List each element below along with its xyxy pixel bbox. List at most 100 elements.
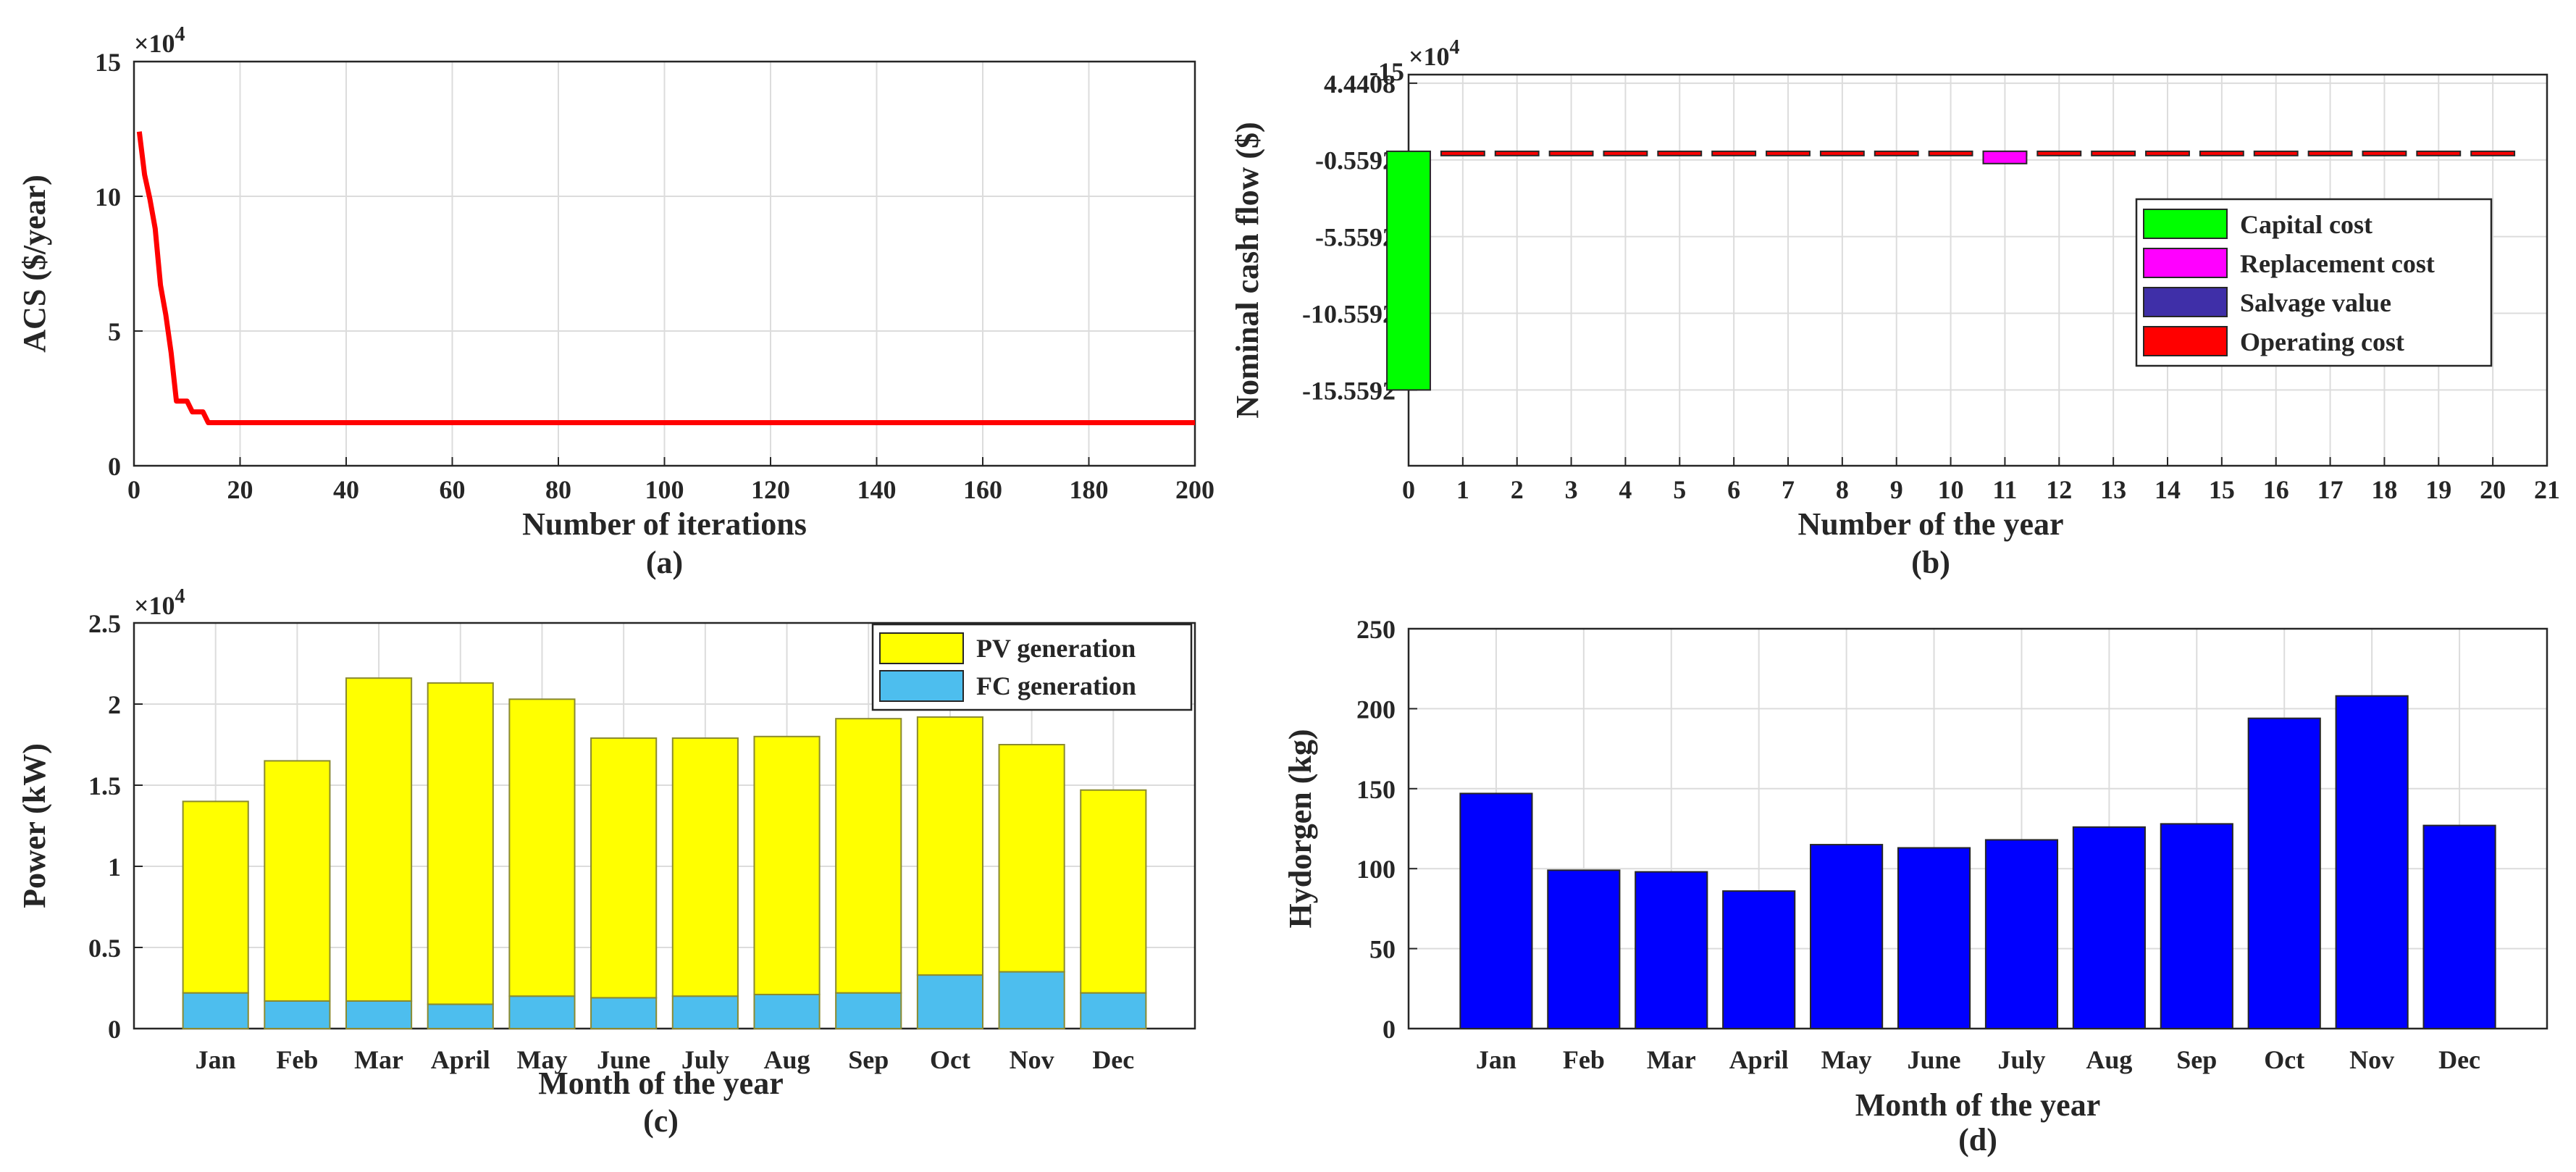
- x-tick-label: April: [1729, 1045, 1789, 1074]
- hydrogen-bar: [1984, 839, 2059, 1030]
- hydrogen-bar: [1547, 869, 1621, 1029]
- y-tick-label: 50: [1369, 935, 1396, 964]
- pv-generation-bar: [916, 716, 984, 976]
- x-tick-label: 2: [1511, 475, 1524, 504]
- y-tick-label: -0.5592: [1315, 146, 1396, 175]
- caption-c: (c): [643, 1103, 679, 1139]
- legend-label: PV generation: [976, 634, 1136, 663]
- x-tick-label: 17: [2317, 475, 2344, 504]
- x-tick-label: 15: [2209, 475, 2235, 504]
- x-tick-label: 20: [2480, 475, 2506, 504]
- operating-cost-bar: [2470, 150, 2516, 156]
- pv-generation-bar: [264, 760, 331, 1002]
- y-tick-label: 10: [95, 183, 121, 212]
- pv-generation-bar: [753, 735, 821, 995]
- fc-generation-bar: [671, 995, 739, 1029]
- y-axis-label: Hydorgen (kg): [1283, 729, 1318, 929]
- x-tick-label: Feb: [276, 1045, 318, 1074]
- fc-generation-bar: [1080, 992, 1147, 1029]
- x-tick-label: 13: [2100, 475, 2126, 504]
- operating-cost-bar: [1657, 150, 1703, 156]
- x-tick-label: 20: [227, 475, 253, 504]
- legend-swatch: [2143, 326, 2228, 356]
- x-tick-label: 12: [2046, 475, 2072, 504]
- x-tick-label: Sep: [848, 1045, 889, 1074]
- hydrogen-bar: [2072, 826, 2146, 1029]
- x-tick-label: 180: [1070, 475, 1109, 504]
- x-tick-label: 0: [1402, 475, 1415, 504]
- pv-generation-bar: [427, 682, 494, 1005]
- operating-cost-bar: [1874, 150, 1919, 156]
- exponent-label: ×104: [134, 23, 185, 58]
- plot-frame: [133, 60, 1196, 467]
- fc-generation-bar: [753, 993, 821, 1029]
- pv-generation-bar: [1080, 789, 1147, 994]
- y-tick-label: -5.5592: [1315, 223, 1396, 252]
- operating-cost-bar: [1494, 150, 1540, 156]
- x-axis-label: Month of the year: [538, 1066, 784, 1101]
- x-tick-label: Jan: [1476, 1045, 1516, 1074]
- operating-cost-bar: [2199, 150, 2244, 156]
- capital-cost-bar: [1386, 150, 1431, 391]
- x-tick-label: 1: [1456, 475, 1469, 504]
- x-tick-label: Sep: [2176, 1045, 2217, 1074]
- legend-label: Operating cost: [2240, 327, 2404, 356]
- operating-cost-bar: [1928, 150, 1973, 156]
- x-tick-label: 8: [1836, 475, 1849, 504]
- y-tick-label: 2: [108, 690, 121, 719]
- x-tick-label: 4: [1619, 475, 1632, 504]
- operating-cost-bar: [2253, 150, 2299, 156]
- operating-cost-bar: [2091, 150, 2136, 156]
- x-tick-label: Oct: [2264, 1045, 2304, 1074]
- pv-generation-bar: [345, 677, 413, 1002]
- x-tick-label: 100: [645, 475, 684, 504]
- fc-generation-bar: [345, 1000, 413, 1030]
- x-axis-label: Month of the year: [1855, 1087, 2101, 1123]
- y-tick-label: 0: [108, 1015, 121, 1044]
- exponent-label: ×104: [1409, 36, 1460, 71]
- x-tick-label: Oct: [930, 1045, 970, 1074]
- x-tick-label: 9: [1890, 475, 1903, 504]
- y-axis-label: Power (kW): [17, 743, 52, 908]
- x-tick-label: July: [1997, 1045, 2045, 1074]
- x-axis-label: Number of the year: [1798, 506, 2064, 542]
- y-tick-label: 4.4408: [1324, 70, 1396, 99]
- x-tick-label: 18: [2371, 475, 2397, 504]
- plot-frame: [133, 621, 1196, 1030]
- x-tick-label: Aug: [764, 1045, 810, 1074]
- operating-cost-bar: [1711, 150, 1757, 156]
- x-tick-label: 6: [1727, 475, 1740, 504]
- legend-label: Salvage value: [2240, 288, 2391, 317]
- fc-generation-bar: [916, 974, 984, 1029]
- x-tick-label: 16: [2263, 475, 2289, 504]
- hydrogen-bar: [1635, 871, 1708, 1029]
- x-tick-label: 160: [963, 475, 1002, 504]
- x-tick-label: Jan: [196, 1045, 236, 1074]
- y-tick-label: 1: [108, 853, 121, 882]
- chart-b: 0 1 2 3 4 5 6 7 8 9 10 11 12 13 14 15 16 17 18 19 20 214.4408…: [1230, 36, 2560, 580]
- pv-generation-bar: [835, 718, 902, 994]
- y-tick-extra: -15: [1369, 57, 1404, 86]
- legend-swatch: [2143, 287, 2228, 317]
- x-tick-label: 40: [333, 475, 359, 504]
- legend-label: FC generation: [976, 671, 1136, 700]
- pv-generation-bar: [998, 744, 1065, 973]
- y-axis-label: Nominal cash flow ($): [1230, 122, 1265, 418]
- x-tick-label: May: [1821, 1045, 1872, 1074]
- operating-cost-bar: [1819, 150, 1865, 156]
- caption-a: (a): [646, 545, 683, 580]
- x-tick-label: 21: [2534, 475, 2560, 504]
- legend-swatch: [879, 670, 964, 702]
- hydrogen-bar: [1897, 847, 1971, 1029]
- y-tick-label: 15: [95, 48, 121, 77]
- operating-cost-bar: [1548, 150, 1594, 156]
- operating-cost-bar: [2036, 150, 2082, 156]
- x-tick-label: 19: [2425, 475, 2451, 504]
- x-tick-label: 11: [1992, 475, 2017, 504]
- y-tick-label: -10.5592: [1302, 299, 1396, 328]
- hydrogen-bar: [1722, 890, 1796, 1030]
- acs-line: [136, 131, 1195, 425]
- x-tick-label: Nov: [1010, 1045, 1054, 1074]
- operating-cost-bar: [1766, 150, 1811, 156]
